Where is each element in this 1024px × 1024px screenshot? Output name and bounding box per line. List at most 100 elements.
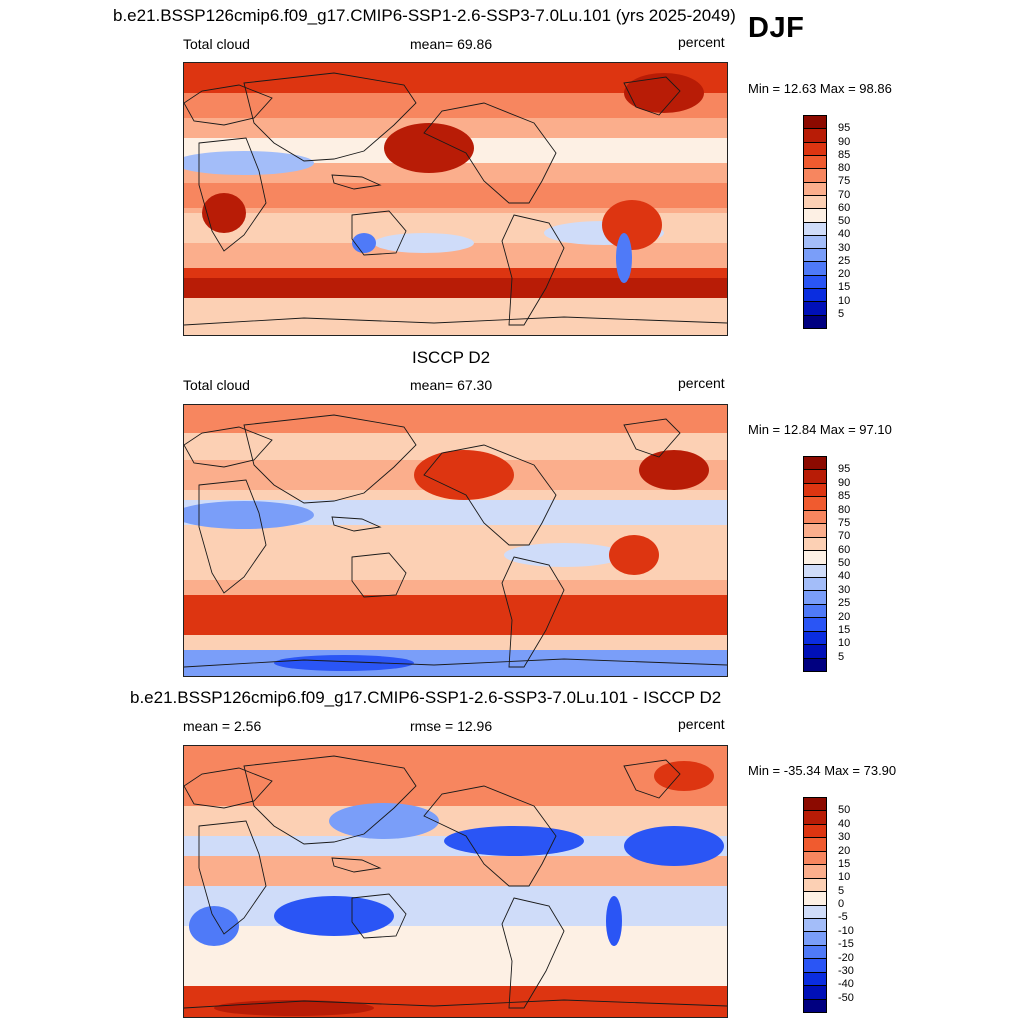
colorbar-tick-label: 95 bbox=[838, 122, 851, 135]
colorbar-swatch bbox=[804, 457, 826, 471]
colorbar-swatch bbox=[804, 262, 826, 276]
colorbar-swatch bbox=[804, 591, 826, 605]
colorbar-swatch bbox=[804, 510, 826, 525]
colorbar-swatch bbox=[804, 195, 826, 210]
colorbar-swatch bbox=[804, 798, 826, 812]
colorbar-tick-label: 20 bbox=[838, 268, 851, 280]
panel3-minmax: Min = -35.34 Max = 73.90 bbox=[748, 763, 897, 778]
panel2-units-label: percent bbox=[678, 375, 725, 391]
panel2-map bbox=[183, 404, 728, 677]
colorbar-swatch bbox=[804, 524, 826, 538]
colorbar-swatch bbox=[804, 315, 826, 328]
colorbar-swatch bbox=[804, 905, 826, 919]
colorbar-tick-label: 15 bbox=[838, 623, 851, 636]
panel2-minmax: Min = 12.84 Max = 97.10 bbox=[748, 422, 892, 437]
colorbar-swatch bbox=[804, 564, 826, 578]
colorbar-tick-label: 25 bbox=[838, 254, 851, 267]
colorbar-swatch bbox=[804, 618, 826, 632]
panel3-units-label: percent bbox=[678, 716, 725, 732]
colorbar-tick-label: 10 bbox=[838, 294, 851, 307]
colorbar-swatch bbox=[804, 275, 826, 290]
colorbar-tick-label: 85 bbox=[838, 148, 851, 161]
colorbar-swatch bbox=[804, 497, 826, 511]
colorbar-swatch bbox=[804, 551, 826, 565]
colorbar-swatch bbox=[804, 222, 826, 236]
colorbar-tick-label: 15 bbox=[838, 857, 851, 870]
colorbar-tick-label: 85 bbox=[838, 490, 851, 503]
panel2-left-label: Total cloud bbox=[183, 377, 250, 393]
colorbar-swatch bbox=[804, 235, 826, 250]
colorbar-tick-label: 60 bbox=[838, 201, 851, 214]
panel1-mean-label: mean= 69.86 bbox=[410, 36, 493, 52]
colorbar-tick-label: 95 bbox=[838, 463, 851, 476]
colorbar-swatch bbox=[804, 470, 826, 484]
panel3-map bbox=[183, 745, 728, 1018]
colorbar-tick-label: 30 bbox=[838, 831, 851, 844]
colorbar-tick-label: 80 bbox=[838, 503, 851, 516]
colorbar-tick-label: 15 bbox=[838, 281, 851, 294]
colorbar-tick-label: 75 bbox=[838, 516, 851, 529]
colorbar-swatch bbox=[804, 959, 826, 973]
season-label: DJF bbox=[748, 12, 805, 44]
colorbar-tick-label: -15 bbox=[838, 938, 854, 951]
colorbar-swatch bbox=[804, 945, 826, 960]
panel1-colorbar bbox=[803, 115, 827, 329]
colorbar-swatch bbox=[804, 658, 826, 671]
colorbar-tick-label: 70 bbox=[838, 530, 851, 543]
colorbar-tick-label: 50 bbox=[838, 557, 851, 569]
colorbar-tick-label: 5 bbox=[838, 884, 845, 897]
colorbar-tick-label: -50 bbox=[838, 991, 854, 1004]
colorbar-swatch bbox=[804, 116, 826, 130]
colorbar-swatch bbox=[804, 129, 826, 143]
colorbar-swatch bbox=[804, 838, 826, 852]
colorbar-tick-label: 50 bbox=[838, 804, 851, 817]
colorbar-swatch bbox=[804, 892, 826, 906]
colorbar-swatch bbox=[804, 182, 826, 196]
colorbar-tick-label: 90 bbox=[838, 135, 851, 148]
colorbar-tick-label: 50 bbox=[838, 215, 851, 227]
colorbar-swatch bbox=[804, 645, 826, 659]
colorbar-tick-label: 5 bbox=[838, 650, 845, 663]
colorbar-swatch bbox=[804, 631, 826, 646]
colorbar-tick-label: 30 bbox=[838, 241, 851, 254]
colorbar-tick-label: 20 bbox=[838, 610, 851, 623]
colorbar-swatch bbox=[804, 932, 826, 946]
colorbar-swatch bbox=[804, 851, 826, 866]
panel1-minmax: Min = 12.63 Max = 98.86 bbox=[748, 81, 892, 96]
colorbar-tick-label: 10 bbox=[838, 637, 851, 650]
colorbar-tick-label: 70 bbox=[838, 188, 851, 201]
colorbar-swatch bbox=[804, 142, 826, 156]
colorbar-tick-label: 60 bbox=[838, 543, 851, 556]
panel3-colorbar bbox=[803, 797, 827, 1013]
colorbar-tick-label: 40 bbox=[838, 817, 851, 830]
colorbar-swatch bbox=[804, 999, 826, 1012]
colorbar-swatch bbox=[804, 972, 826, 987]
colorbar-swatch bbox=[804, 209, 826, 223]
panel1-left-label: Total cloud bbox=[183, 36, 250, 52]
colorbar-tick-label: -30 bbox=[838, 964, 854, 977]
colorbar-tick-label: 40 bbox=[838, 228, 851, 241]
panel3-rmse-label: rmse = 12.96 bbox=[410, 718, 493, 734]
colorbar-swatch bbox=[804, 811, 826, 825]
colorbar-tick-label: -40 bbox=[838, 978, 854, 991]
panel3-mean-label: mean = 2.56 bbox=[183, 718, 262, 734]
colorbar-swatch bbox=[804, 289, 826, 303]
colorbar-swatch bbox=[804, 249, 826, 263]
panel1-units-label: percent bbox=[678, 34, 725, 50]
colorbar-swatch bbox=[804, 878, 826, 893]
colorbar-swatch bbox=[804, 155, 826, 170]
colorbar-swatch bbox=[804, 577, 826, 592]
colorbar-tick-label: 5 bbox=[838, 307, 845, 320]
colorbar-swatch bbox=[804, 302, 826, 316]
colorbar-tick-label: 80 bbox=[838, 162, 851, 174]
colorbar-tick-label: 10 bbox=[838, 871, 851, 884]
panel1-title: b.e21.BSSP126cmip6.f09_g17.CMIP6-SSP1-2.… bbox=[113, 6, 736, 25]
colorbar-tick-label: 20 bbox=[838, 844, 851, 857]
colorbar-swatch bbox=[804, 865, 826, 879]
panel2-mean-label: mean= 67.30 bbox=[410, 377, 493, 393]
colorbar-tick-label: 90 bbox=[838, 476, 851, 489]
panel1-map bbox=[183, 62, 728, 336]
colorbar-tick-label: -10 bbox=[838, 924, 854, 937]
colorbar-swatch bbox=[804, 483, 826, 498]
panel2-colorbar bbox=[803, 456, 827, 672]
